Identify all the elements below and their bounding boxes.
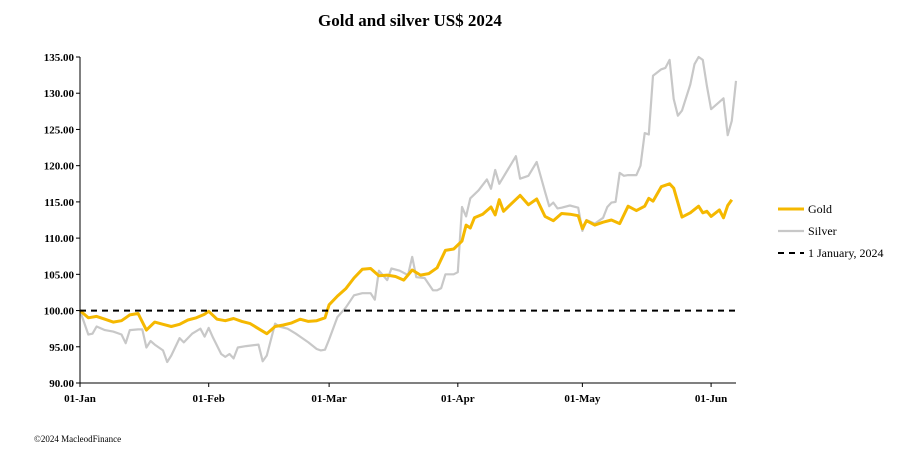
x-tick-label: 01-Feb bbox=[193, 393, 225, 405]
legend-label: Silver bbox=[808, 224, 837, 238]
y-tick-label: 125.00 bbox=[44, 124, 75, 136]
gold-series-line bbox=[79, 182, 734, 336]
x-tick-label: 01-Apr bbox=[441, 393, 475, 405]
x-tick-label: 01-May bbox=[564, 393, 601, 405]
y-tick-label: 135.00 bbox=[44, 52, 75, 64]
x-tick-label: 01-Jan bbox=[64, 393, 96, 405]
credit-text: ©2024 MacleodFinance bbox=[34, 434, 121, 444]
y-tick-label: 130.00 bbox=[44, 88, 75, 100]
y-tick-label: 120.00 bbox=[44, 161, 75, 173]
y-tick-label: 90.00 bbox=[49, 378, 74, 390]
y-tick-label: 105.00 bbox=[44, 269, 75, 281]
legend-label: Gold bbox=[808, 202, 832, 216]
x-tick-label: 01-Mar bbox=[311, 393, 347, 405]
y-tick-label: 100.00 bbox=[44, 306, 75, 318]
x-tick-label: 01-Jun bbox=[695, 393, 727, 405]
y-tick-label: 95.00 bbox=[49, 342, 74, 354]
y-tick-label: 115.00 bbox=[44, 197, 74, 209]
silver-series-line bbox=[78, 55, 738, 364]
y-tick-label: 110.00 bbox=[44, 233, 74, 245]
chart-title: Gold and silver US$ 2024 bbox=[318, 11, 502, 30]
legend-label: 1 January, 2024 bbox=[808, 246, 884, 260]
